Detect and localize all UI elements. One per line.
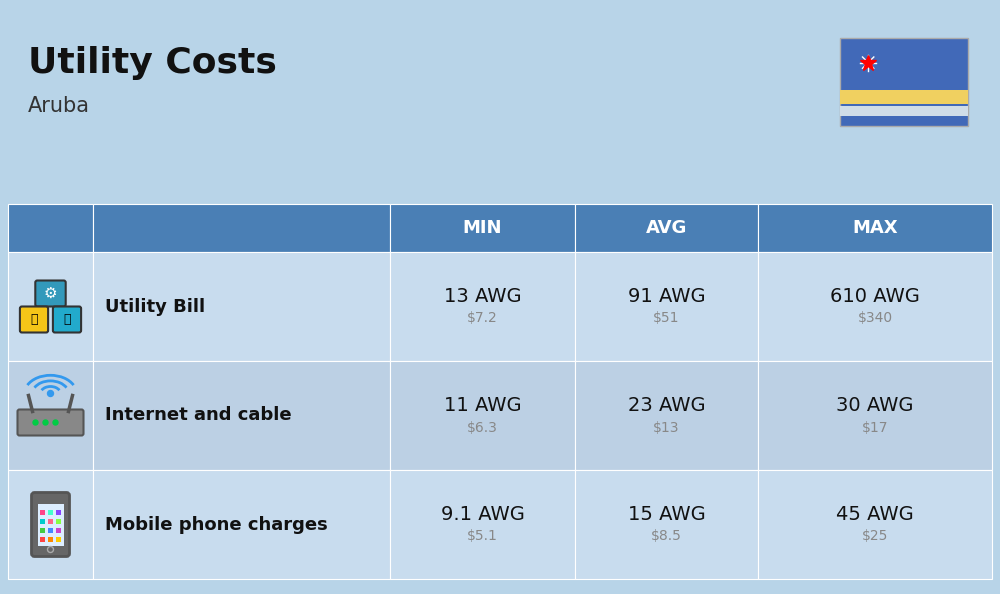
Circle shape xyxy=(53,420,58,425)
Text: 11 AWG: 11 AWG xyxy=(444,396,521,415)
Text: $6.3: $6.3 xyxy=(467,421,498,434)
Bar xyxy=(840,90,968,104)
Text: Internet and cable: Internet and cable xyxy=(105,406,292,425)
Bar xyxy=(56,536,60,542)
Text: Mobile phone charges: Mobile phone charges xyxy=(105,516,328,533)
Circle shape xyxy=(43,420,48,425)
Text: 91 AWG: 91 AWG xyxy=(628,287,705,306)
Text: 🔌: 🔌 xyxy=(30,313,38,326)
Bar xyxy=(8,204,93,252)
Bar xyxy=(40,510,44,514)
Text: $13: $13 xyxy=(653,421,680,434)
Bar xyxy=(56,510,60,514)
Bar xyxy=(48,536,52,542)
Text: $5.1: $5.1 xyxy=(467,529,498,544)
Bar xyxy=(93,470,390,579)
Text: Utility Bill: Utility Bill xyxy=(105,298,205,315)
Text: 23 AWG: 23 AWG xyxy=(628,396,705,415)
Bar xyxy=(840,106,968,116)
Bar xyxy=(758,204,992,252)
Bar xyxy=(758,470,992,579)
Bar xyxy=(48,527,52,532)
Text: $7.2: $7.2 xyxy=(467,311,498,326)
Circle shape xyxy=(33,420,38,425)
Text: 9.1 AWG: 9.1 AWG xyxy=(441,505,524,524)
Bar xyxy=(390,361,575,470)
Text: $17: $17 xyxy=(862,421,888,434)
Text: Aruba: Aruba xyxy=(28,96,90,116)
Text: MIN: MIN xyxy=(463,219,502,237)
Bar xyxy=(40,519,44,523)
Bar xyxy=(840,38,968,126)
Bar xyxy=(8,361,93,470)
Text: 610 AWG: 610 AWG xyxy=(830,287,920,306)
Bar xyxy=(93,204,390,252)
Text: 13 AWG: 13 AWG xyxy=(444,287,521,306)
Bar xyxy=(390,470,575,579)
Bar xyxy=(575,470,758,579)
Bar xyxy=(40,527,44,532)
Text: 30 AWG: 30 AWG xyxy=(836,396,914,415)
Bar xyxy=(758,252,992,361)
Bar xyxy=(575,204,758,252)
FancyBboxPatch shape xyxy=(18,409,84,435)
Circle shape xyxy=(48,390,54,397)
FancyBboxPatch shape xyxy=(20,307,48,333)
Bar xyxy=(38,504,64,545)
Bar xyxy=(575,252,758,361)
Text: MAX: MAX xyxy=(852,219,898,237)
Text: $8.5: $8.5 xyxy=(651,529,682,544)
Bar xyxy=(8,470,93,579)
Bar xyxy=(48,510,52,514)
FancyBboxPatch shape xyxy=(32,492,70,557)
Bar xyxy=(758,361,992,470)
Bar xyxy=(56,519,60,523)
FancyBboxPatch shape xyxy=(53,307,81,333)
Bar xyxy=(40,536,44,542)
Text: AVG: AVG xyxy=(646,219,687,237)
Text: 💧: 💧 xyxy=(63,313,71,326)
Bar xyxy=(93,361,390,470)
Bar xyxy=(575,361,758,470)
Bar xyxy=(8,252,93,361)
Text: 45 AWG: 45 AWG xyxy=(836,505,914,524)
Text: Utility Costs: Utility Costs xyxy=(28,46,277,80)
Bar xyxy=(390,204,575,252)
FancyBboxPatch shape xyxy=(35,280,66,307)
Bar xyxy=(48,519,52,523)
Text: ⚙: ⚙ xyxy=(44,286,57,301)
Text: 15 AWG: 15 AWG xyxy=(628,505,705,524)
Text: $51: $51 xyxy=(653,311,680,326)
Bar xyxy=(390,252,575,361)
Bar xyxy=(93,252,390,361)
Text: $340: $340 xyxy=(857,311,893,326)
Bar xyxy=(56,527,60,532)
Text: $25: $25 xyxy=(862,529,888,544)
